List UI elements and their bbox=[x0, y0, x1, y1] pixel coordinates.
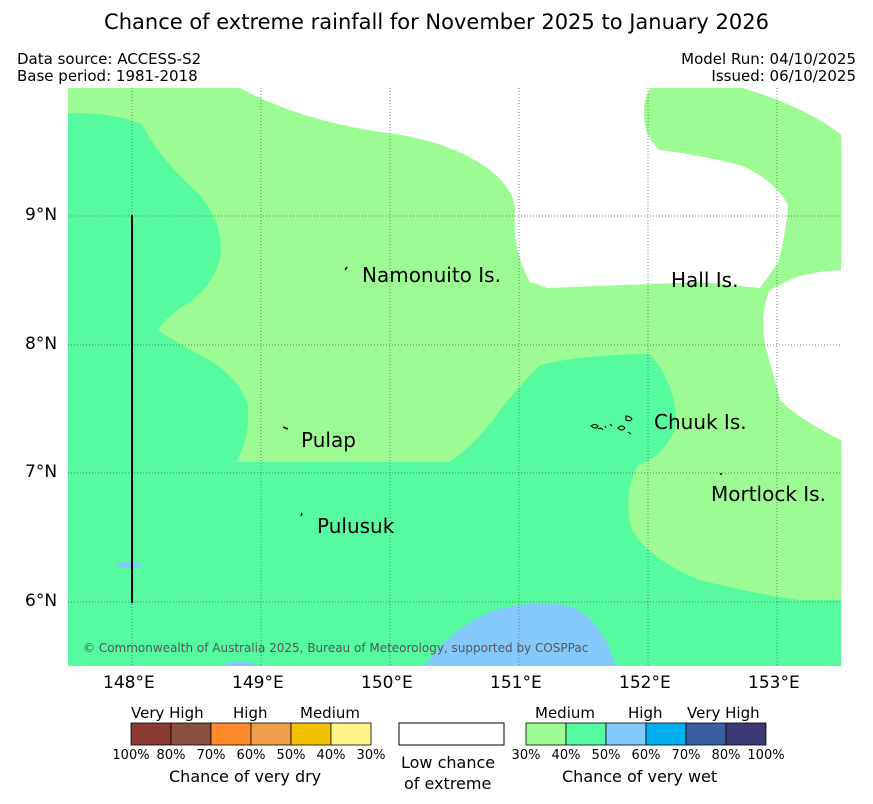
dry-swatch-4 bbox=[290, 722, 332, 746]
wet-tick-5: 80% bbox=[711, 748, 741, 763]
wet-tick-0: 30% bbox=[511, 748, 541, 763]
label-mortlock: Mortlock Is. bbox=[711, 482, 826, 506]
wet-swatch-2 bbox=[605, 722, 647, 746]
lon-tick-151: 151°E bbox=[490, 673, 542, 693]
wet-tick-1: 40% bbox=[551, 748, 581, 763]
dry-tick-6: 30% bbox=[356, 748, 386, 763]
wet-caption: Chance of very wet bbox=[562, 767, 718, 786]
wet-colorbar bbox=[525, 722, 767, 746]
dry-tick-5: 40% bbox=[316, 748, 346, 763]
dry-tick-4: 50% bbox=[276, 748, 306, 763]
wet-tick-6: 100% bbox=[747, 748, 785, 763]
lon-tick-150: 150°E bbox=[361, 673, 413, 693]
dry-header-very-high: Very High bbox=[131, 704, 204, 722]
lon-tick-149: 149°E bbox=[232, 673, 284, 693]
wet-tick-3: 60% bbox=[631, 748, 661, 763]
lat-tick-8n: 8°N bbox=[25, 334, 58, 354]
model-run-label: Model Run: 04/10/2025 bbox=[681, 50, 856, 68]
probability-field bbox=[68, 88, 841, 666]
field-high-50-60-small bbox=[116, 562, 142, 568]
wet-swatch-4 bbox=[685, 722, 727, 746]
wet-header-medium: Medium bbox=[535, 704, 595, 722]
mortlock-island-mark bbox=[720, 473, 722, 475]
dry-swatch-1 bbox=[170, 722, 212, 746]
lon-tick-153: 153°E bbox=[748, 673, 800, 693]
dry-swatch-0 bbox=[130, 722, 172, 746]
field-high-50-60 bbox=[425, 603, 615, 666]
pulap-island-mark bbox=[282, 426, 289, 430]
low-chance-line1: Low chance bbox=[401, 753, 496, 772]
dry-tick-3: 60% bbox=[236, 748, 266, 763]
label-namonuito: Namonuito Is. bbox=[362, 263, 501, 287]
wet-header-high: High bbox=[628, 704, 663, 722]
dry-swatch-2 bbox=[210, 722, 252, 746]
wet-swatch-0 bbox=[525, 722, 567, 746]
dry-swatch-5 bbox=[330, 722, 372, 746]
dry-swatch-3 bbox=[250, 722, 292, 746]
wet-swatch-5 bbox=[725, 722, 767, 746]
wet-tick-2: 50% bbox=[591, 748, 621, 763]
label-chuuk: Chuuk Is. bbox=[654, 410, 747, 434]
chuuk-island-mark bbox=[590, 415, 633, 435]
lat-tick-6n: 6°N bbox=[25, 591, 58, 611]
field-low-chance bbox=[68, 88, 790, 288]
wet-tick-4: 70% bbox=[671, 748, 701, 763]
dry-tick-0: 100% bbox=[112, 748, 150, 763]
lon-tick-152: 152°E bbox=[619, 673, 671, 693]
issued-label: Issued: 06/10/2025 bbox=[711, 67, 856, 85]
label-pulusuk: Pulusuk bbox=[317, 514, 395, 538]
label-pulap: Pulap bbox=[301, 428, 356, 452]
dry-tick-1: 80% bbox=[156, 748, 186, 763]
dry-colorbar bbox=[130, 722, 372, 746]
namonuito-island-mark bbox=[344, 266, 348, 271]
field-medium-40-50 bbox=[68, 112, 841, 666]
field-high-50-60-west bbox=[222, 661, 260, 666]
wet-header-very-high: Very High bbox=[687, 704, 760, 722]
pulusuk-island-mark bbox=[300, 512, 303, 517]
base-period-label: Base period: 1981-2018 bbox=[17, 67, 198, 85]
low-chance-swatch bbox=[398, 722, 505, 746]
wet-swatch-1 bbox=[565, 722, 607, 746]
lon-tick-148: 148°E bbox=[103, 673, 155, 693]
lat-tick-9n: 9°N bbox=[25, 205, 58, 225]
wet-swatch-3 bbox=[645, 722, 687, 746]
dry-header-medium: Medium bbox=[300, 704, 360, 722]
chart-title: Chance of extreme rainfall for November … bbox=[104, 10, 769, 34]
field-low-chance-east bbox=[763, 270, 841, 440]
dry-caption: Chance of very dry bbox=[169, 767, 322, 786]
dry-header-high: High bbox=[233, 704, 268, 722]
copyright-notice: © Commonwealth of Australia 2025, Bureau… bbox=[83, 641, 589, 655]
low-chance-line2: of extreme bbox=[404, 774, 492, 793]
label-hall: Hall Is. bbox=[671, 268, 739, 292]
data-source-label: Data source: ACCESS-S2 bbox=[17, 50, 202, 68]
lat-tick-7n: 7°N bbox=[25, 462, 58, 482]
dry-tick-2: 70% bbox=[196, 748, 226, 763]
